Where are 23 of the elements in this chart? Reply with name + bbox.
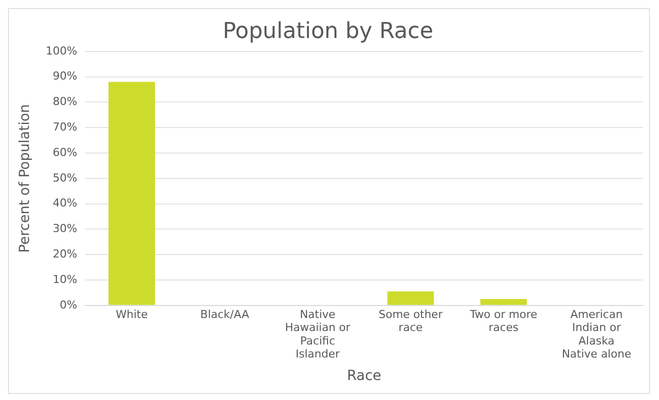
chart-title: Population by Race bbox=[222, 18, 434, 44]
x-tick-label: Two or more races bbox=[468, 308, 538, 334]
x-tick-label: White bbox=[116, 308, 148, 321]
x-tick-label: Native Hawaiian or Pacific Islander bbox=[284, 308, 351, 360]
y-tick-label: 40% bbox=[52, 196, 78, 210]
y-tick-label: 60% bbox=[52, 146, 78, 159]
bar bbox=[480, 299, 527, 305]
bar bbox=[387, 291, 434, 305]
x-tick-label: Black/AA bbox=[200, 308, 250, 321]
y-tick-label: 10% bbox=[52, 272, 78, 286]
y-tick-label: 50% bbox=[52, 171, 78, 184]
y-tick-label: 100% bbox=[46, 44, 78, 58]
y-tick-label: 70% bbox=[52, 120, 78, 134]
y-tick-label: 0% bbox=[60, 298, 78, 312]
bar bbox=[108, 82, 155, 305]
y-tick-label: 20% bbox=[52, 247, 78, 260]
y-tick-label: 30% bbox=[52, 222, 78, 236]
x-axis-title: Race bbox=[346, 368, 382, 384]
y-tick-label: 90% bbox=[52, 70, 78, 83]
x-tick-label: Some other race bbox=[378, 308, 444, 334]
x-tick-label: American Indian or Alaska Native alone bbox=[562, 308, 632, 360]
y-axis-title: Percent of Population bbox=[17, 104, 34, 253]
y-tick-label: 80% bbox=[52, 95, 78, 108]
